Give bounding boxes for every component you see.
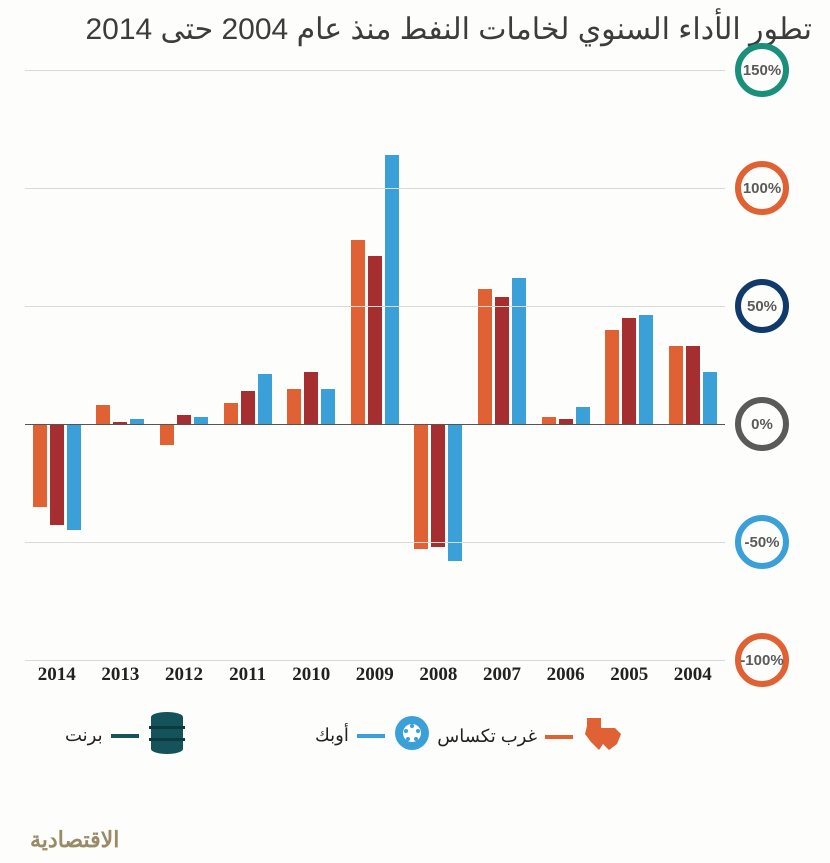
bar-wti <box>160 424 174 445</box>
bar-opec <box>512 278 526 424</box>
brand-watermark: الاقتصادية <box>30 827 119 853</box>
bar-wti <box>96 405 110 424</box>
y-axis-label: -100% <box>740 652 783 669</box>
x-axis-labels: 2014 2013 2012 2011 2010 2009 2008 2007 2006 2005… <box>25 664 725 694</box>
bar-opec <box>576 407 590 424</box>
bar-brent <box>368 256 382 424</box>
bar-brent <box>431 424 445 547</box>
bar-opec <box>258 374 272 424</box>
x-axis-year-label: 2012 <box>165 664 203 686</box>
y-axis-marker: 150% <box>735 43 789 97</box>
bar-brent <box>686 346 700 424</box>
y-axis-label: 100% <box>743 180 781 197</box>
gridline <box>25 542 725 543</box>
chart-title: تطور الأداء السنوي لخامات النفط منذ عام … <box>0 0 830 53</box>
x-axis-year-label: 2010 <box>292 664 330 686</box>
gridline <box>25 188 725 189</box>
x-axis-year-label: 2008 <box>419 664 457 686</box>
x-axis-year-label: 2004 <box>674 664 712 686</box>
legend-line-icon <box>111 734 139 738</box>
bar-wti <box>33 424 47 507</box>
bar-wti <box>478 289 492 424</box>
x-axis-year-label: 2014 <box>38 664 76 686</box>
x-axis-year-label: 2009 <box>356 664 394 686</box>
y-axis-marker: 100% <box>735 161 789 215</box>
y-axis-marker: -50% <box>735 515 789 569</box>
legend-label: أوبك <box>315 725 349 746</box>
bar-wti <box>287 389 301 424</box>
y-axis-label: 50% <box>747 298 777 315</box>
legend-item-wti: غرب تكساس <box>437 714 625 759</box>
bar-brent <box>304 372 318 424</box>
x-axis-year-label: 2011 <box>229 664 266 686</box>
bar-opec <box>194 417 208 424</box>
y-axis-label: 0% <box>751 416 773 433</box>
x-axis-year-label: 2006 <box>547 664 585 686</box>
bar-opec <box>321 389 335 424</box>
bar-opec <box>703 372 717 424</box>
texas-icon <box>581 714 625 759</box>
bar-brent <box>241 391 255 424</box>
bar-wti <box>605 330 619 424</box>
bar-opec <box>448 424 462 561</box>
bar-brent <box>622 318 636 424</box>
legend-label: برنت <box>65 725 103 746</box>
bar-wti <box>224 403 238 424</box>
x-axis-year-label: 2005 <box>610 664 648 686</box>
y-axis-marker: 0% <box>735 397 789 451</box>
x-axis-year-label: 2007 <box>483 664 521 686</box>
bar-opec <box>639 315 653 424</box>
bars-container <box>25 70 725 660</box>
bar-opec <box>67 424 81 530</box>
chart-plot-area <box>25 70 725 660</box>
bar-wti <box>351 240 365 424</box>
x-axis-year-label: 2013 <box>101 664 139 686</box>
bar-wti <box>414 424 428 549</box>
gridline <box>25 424 725 425</box>
legend-line-icon <box>545 735 573 739</box>
legend: غرب تكساس أوبك برنت <box>25 702 725 762</box>
bar-wti <box>669 346 683 424</box>
legend-line-icon <box>357 734 385 738</box>
gridline <box>25 70 725 71</box>
y-axis-marker: 50% <box>735 279 789 333</box>
gridline <box>25 306 725 307</box>
bar-wti <box>542 417 556 424</box>
bar-brent <box>177 415 191 424</box>
legend-item-opec: أوبك <box>315 714 431 757</box>
bar-opec <box>385 155 399 424</box>
y-axis-marker: -100% <box>735 633 789 687</box>
y-axis-label: 150% <box>743 62 781 79</box>
legend-item-brent: برنت <box>65 710 187 761</box>
y-axis-label: -50% <box>744 534 779 551</box>
gridline <box>25 660 725 661</box>
barrel-icon <box>147 710 187 761</box>
legend-label: غرب تكساس <box>437 726 537 747</box>
bar-brent <box>50 424 64 525</box>
opec-icon <box>393 714 431 757</box>
bar-brent <box>495 297 509 424</box>
